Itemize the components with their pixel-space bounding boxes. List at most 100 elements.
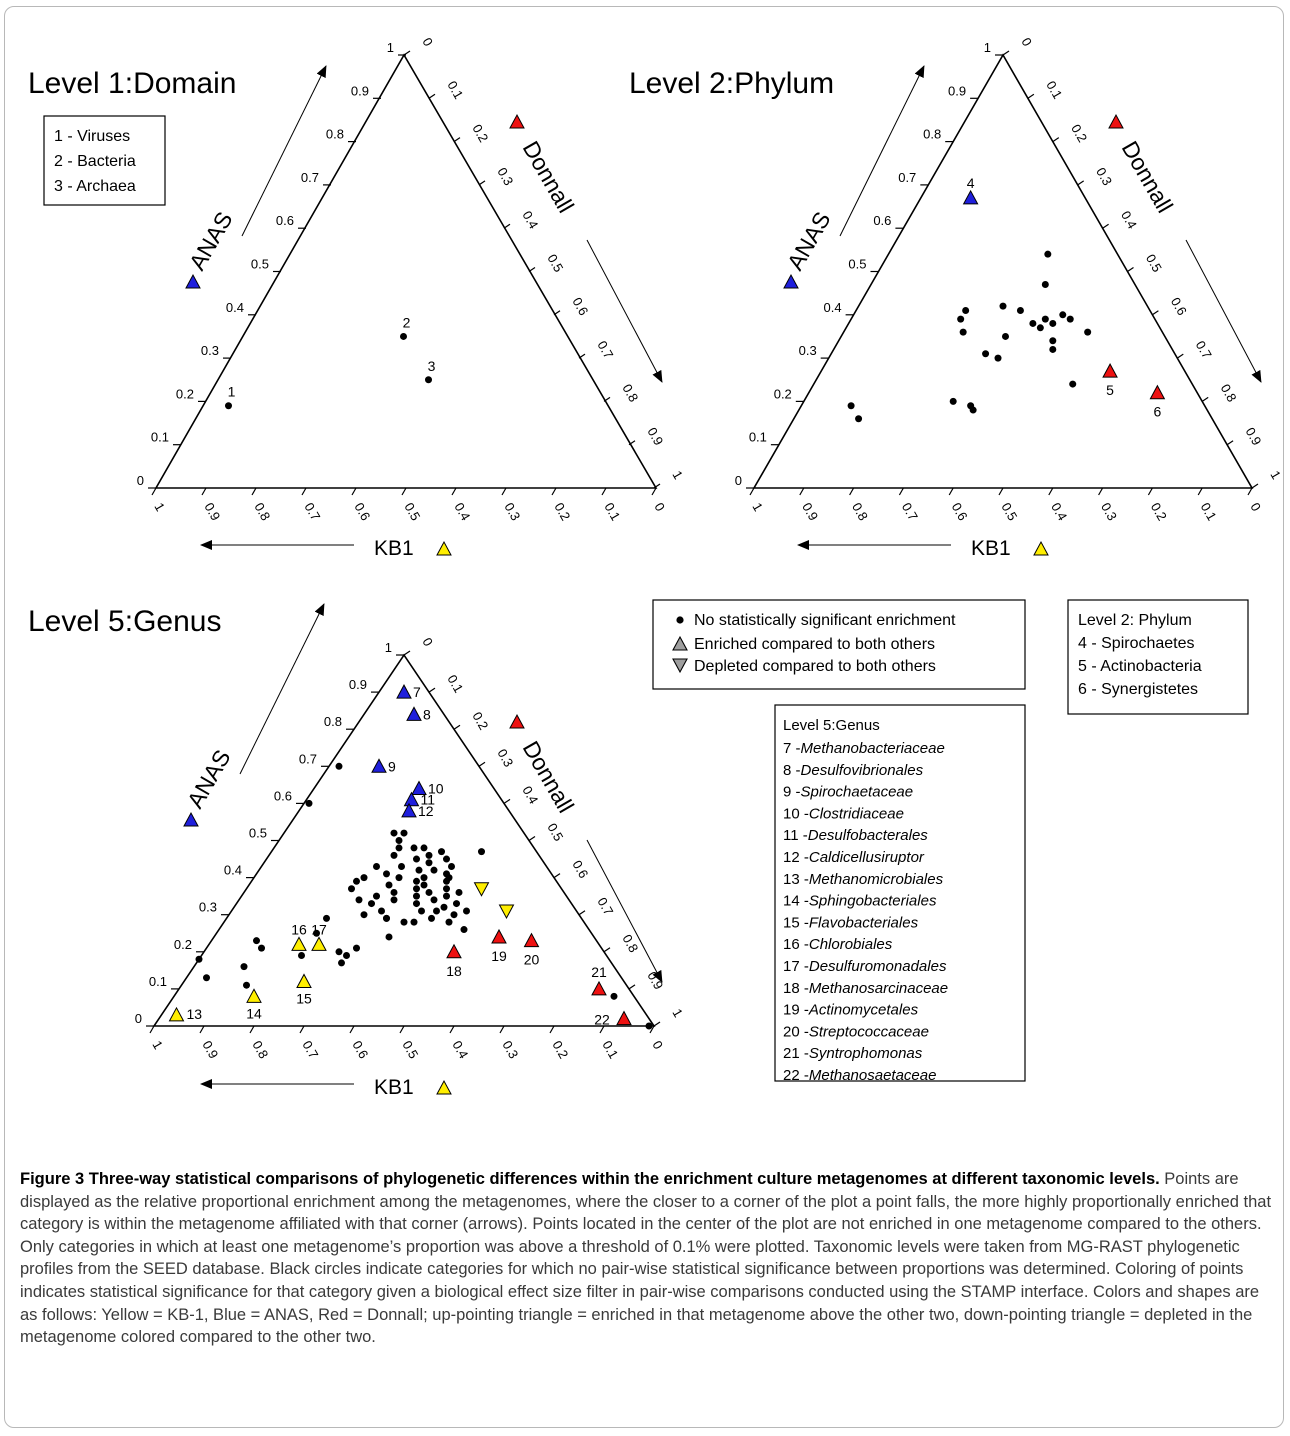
data-point-no-enrichment [1029,319,1037,327]
data-point-no-enrichment [445,918,453,926]
genus-name: Chlorobiales [809,936,893,953]
tick-label-anas: 0.1 [151,430,169,445]
data-point-label: 21 [591,964,607,980]
data-point-label: 6 [1153,404,1161,420]
data-point-no-enrichment [390,888,398,896]
tick-label-anas: 0.3 [201,343,219,358]
tick-mark [349,1025,355,1034]
axis-title-kb1: KB1 [374,537,414,560]
tick-label-anas: 0.2 [774,386,792,401]
genus-legend-item: 16 -Chlorobiales [783,936,893,953]
tick-mark [501,487,507,496]
data-point-no-enrichment [395,844,403,852]
genus-number: 17 - [783,958,809,975]
data-point-label: 5 [1106,382,1114,398]
data-point-no-enrichment [453,900,460,908]
data-point-no-enrichment [240,963,248,971]
tick-mark [799,487,805,496]
data-point-no-enrichment [959,328,967,336]
data-point-no-enrichment [343,952,350,960]
tick-label-anas: 0.8 [326,127,344,142]
data-point-no-enrichment [425,851,433,859]
tick-mark [453,137,461,143]
tick-label-donnall: 0.2 [469,709,491,732]
genus-number: 8 - [783,762,801,779]
data-point-enriched [403,791,420,807]
genus-legend-item: 15 -Flavobacteriales [783,914,919,931]
data-point-no-enrichment [353,944,360,952]
donnall-axis-arrow [1185,239,1262,383]
tick-mark [453,724,461,730]
tick-label-donnall: 0.3 [494,746,516,769]
tick-label-kb1: 0.7 [299,1038,321,1061]
data-point-no-enrichment [463,907,470,915]
tick-label-kb1: 0.8 [849,500,871,523]
tick-mark [948,487,954,496]
axis-title-kb1: KB1 [971,537,1011,560]
tick-label-donnall: 0.1 [444,78,466,101]
data-point-enriched [962,189,979,205]
anas-axis-arrow [239,603,325,775]
tick-label-donnall: 0.6 [569,858,591,881]
genus-number: 13 - [783,871,809,888]
data-point-label: 13 [187,1006,203,1022]
tick-label-donnall: 0.3 [494,165,516,188]
data-point-no-enrichment [1001,332,1009,340]
data-point-no-enrichment [413,877,420,885]
genus-number: 10 - [783,805,809,822]
data-point-no-enrichment [962,306,970,314]
data-point-enriched [406,706,422,721]
genus-name: Caldicellusiruptor [809,849,925,866]
genus-legend-item: 14 -Sphingobacteriales [783,893,937,910]
tick-label-donnall: 0.5 [544,252,566,275]
data-point-enriched [616,1010,632,1026]
data-point-enriched [296,973,312,988]
axis-title-donnall: Donnall [518,737,580,818]
legend-label: Enriched compared to both others [694,636,935,653]
genus-legend-item: 19 -Actinomycetales [783,1002,919,1019]
plot-title-domain: Level 1:Domain [28,67,236,100]
data-point-no-enrichment [420,881,428,889]
data-point-no-enrichment [443,885,450,893]
data-point-enriched [446,943,462,959]
tick-label-donnall: 0.5 [1143,252,1165,275]
tick-label-kb1: 0.8 [251,500,273,523]
tick-label-kb1: 0.9 [799,500,821,523]
tick-mark [549,1025,555,1034]
data-point-no-enrichment [1084,328,1092,336]
ternary-plot-phylum: Level 2:Phylum 0000.10.10.10.20.20.20.30… [629,35,1284,560]
plot-title-phylum: Level 2:Phylum [629,67,834,100]
tick-label-donnall: 0.1 [1043,78,1065,101]
data-point-no-enrichment [383,914,390,922]
data-point-no-enrichment [390,829,398,837]
genus-legend-item: 17 -Desulfuromonadales [783,958,947,975]
tick-label-anas: 0.7 [299,751,317,766]
tick-mark [1102,223,1109,229]
tick-label-kb1: 0.6 [949,500,971,523]
tick-label-donnall: 0.4 [519,783,541,806]
data-point-no-enrichment [378,907,385,915]
tick-label-kb1: 0.7 [899,500,921,523]
data-point-no-enrichment [478,848,485,856]
axis-title-anas: ANAS [182,745,236,812]
tick-label-kb1: 0.2 [549,1038,571,1061]
data-point-no-enrichment [400,332,407,340]
tick-label-kb1: 0 [651,500,668,514]
data-point-label: 9 [388,758,396,774]
tick-label-kb1: 0.4 [1048,500,1070,523]
ternary-triangle [152,653,656,1027]
tick-label-anas: 0.9 [948,83,966,98]
tick-mark [1201,396,1209,402]
data-point-no-enrichment [1016,306,1024,314]
tick-label-kb1: 0.1 [1198,500,1220,523]
tick-label-kb1: 0.7 [301,500,323,523]
tick-label-anas: 0.3 [199,900,217,915]
genus-legend-item: 12 -Caldicellusiruptor [783,849,925,866]
data-point-no-enrichment [438,848,445,856]
data-point-no-enrichment [338,959,345,967]
genus-name: Flavobacteriales [809,914,919,931]
data-point-no-enrichment [969,406,977,414]
data-point-no-enrichment [1041,280,1049,288]
tick-label-donnall: 0.4 [519,208,541,231]
caption-title: Figure 3 Three-way statistical compariso… [20,1170,1160,1188]
